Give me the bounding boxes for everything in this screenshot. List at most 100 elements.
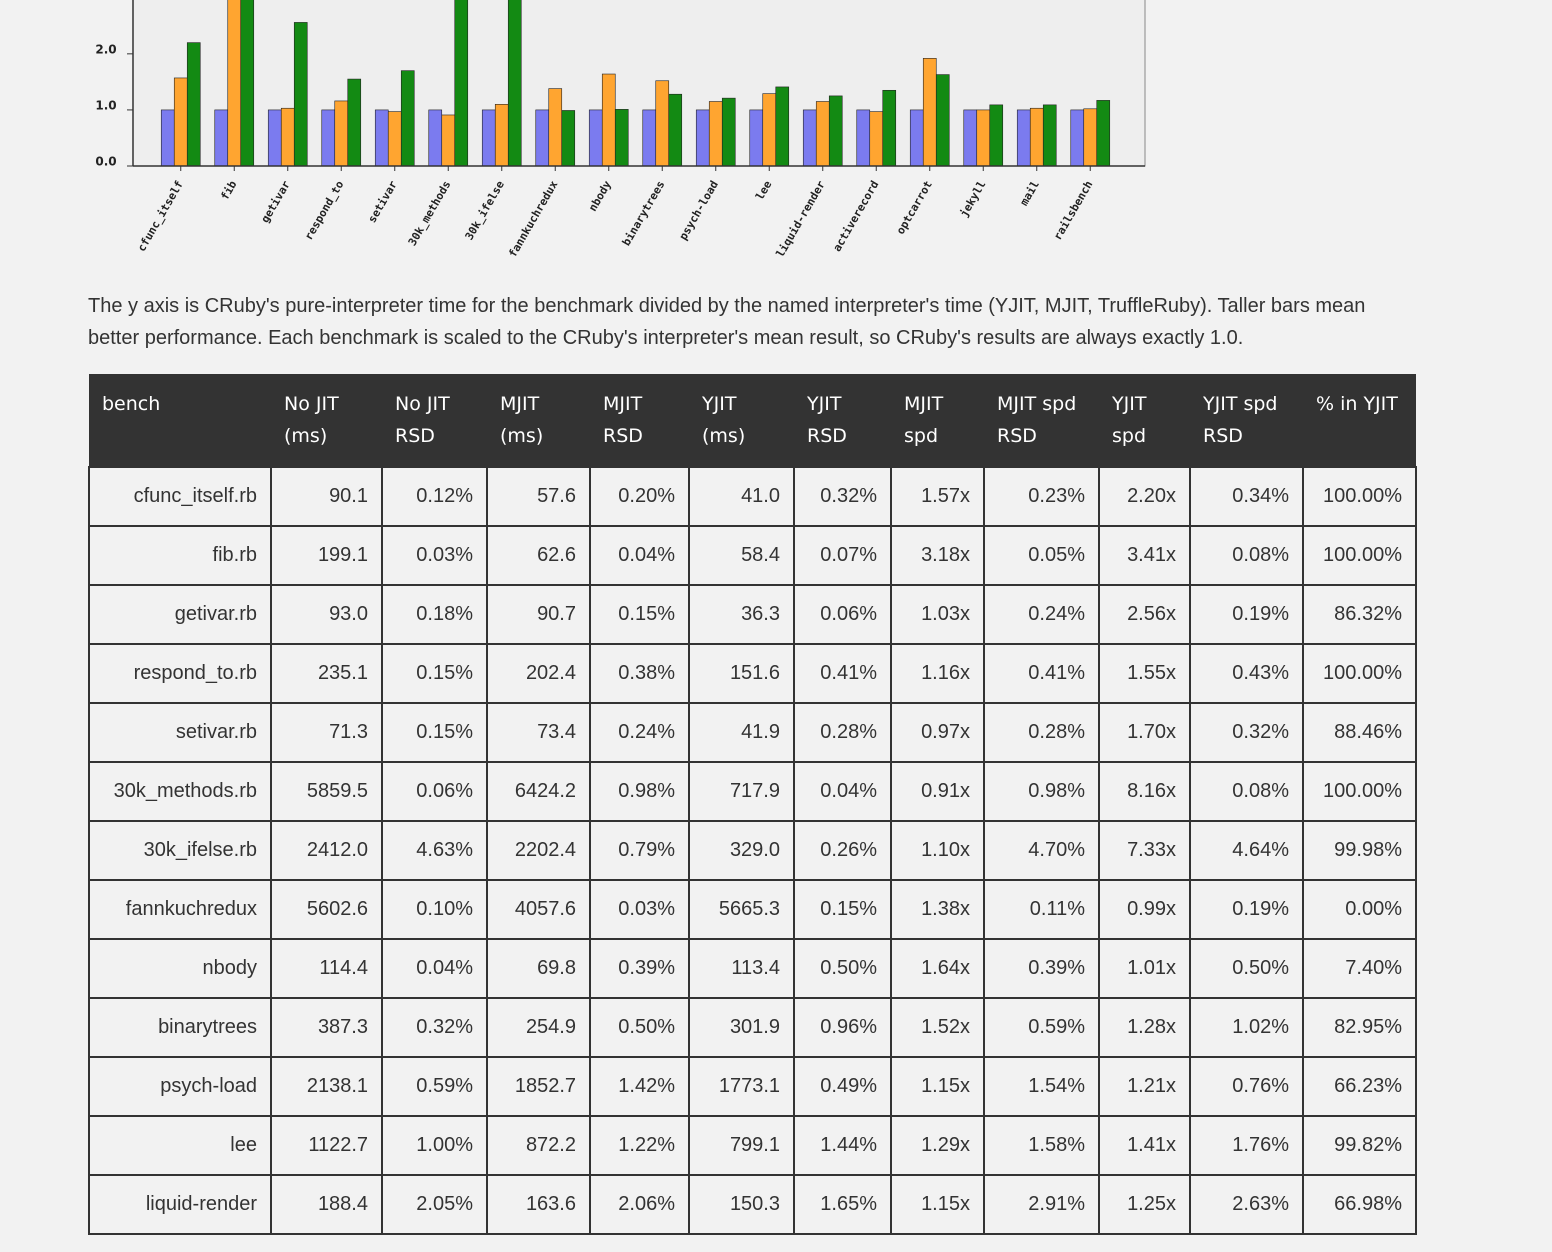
results-table: bench No JIT (ms) No JIT RSD MJIT (ms) MJIT … xyxy=(88,374,1417,1235)
table-row: nbody 114.4 0.04% 69.8 0.39% 113.4 0.50% 1.64x 0… xyxy=(88,938,1417,999)
table-cell: 0.43% xyxy=(1189,643,1304,704)
column-header: YJIT RSD xyxy=(794,374,891,467)
table-cell: 3.18x xyxy=(890,525,985,586)
bar xyxy=(655,80,670,166)
table-cell: 0.03% xyxy=(589,879,690,940)
table-cell: 1.38x xyxy=(890,879,985,940)
table-cell: 2.56x xyxy=(1098,584,1191,645)
table-cell: 1.28x xyxy=(1098,997,1191,1058)
bar xyxy=(828,95,843,166)
table-cell: 1.57x xyxy=(890,466,985,527)
table-cell: 0.97x xyxy=(890,702,985,763)
table-cell: 188.4 xyxy=(270,1174,383,1235)
table-row: binarytrees 387.3 0.32% 254.9 0.50% 301.9 0.96… xyxy=(88,997,1417,1058)
table-cell: respond_to.rb xyxy=(88,643,272,704)
table-cell: 58.4 xyxy=(688,525,795,586)
table-cell: 2.05% xyxy=(381,1174,488,1235)
bar xyxy=(507,0,522,166)
x-tick-label: activerecord xyxy=(830,179,881,254)
bar xyxy=(1042,104,1057,166)
table-cell: 202.4 xyxy=(486,643,591,704)
table-cell: 1.03x xyxy=(890,584,985,645)
bar xyxy=(976,109,991,166)
table-cell: 0.79% xyxy=(589,820,690,881)
table-cell: 0.12% xyxy=(381,466,488,527)
table-cell: 41.9 xyxy=(688,702,795,763)
x-tick-label: 30k_ifelse xyxy=(463,178,508,242)
table-cell: 5602.6 xyxy=(270,879,383,940)
table-cell: getivar.rb xyxy=(88,584,272,645)
bar xyxy=(1083,108,1098,166)
table-cell: 0.34% xyxy=(1189,466,1304,527)
table-cell: 2.91% xyxy=(983,1174,1100,1235)
table-cell: 71.3 xyxy=(270,702,383,763)
x-tick-label: optcarrot xyxy=(894,179,935,237)
table-cell: 2412.0 xyxy=(270,820,383,881)
table-row: cfunc_itself.rb 90.1 0.12% 57.6 0.20% 41.0 0.3… xyxy=(88,466,1417,527)
x-tick-label: cfunc_itself xyxy=(135,179,186,254)
bar xyxy=(856,109,871,166)
table-cell: 0.39% xyxy=(589,938,690,999)
x-tick-label: fannkuchredux xyxy=(506,178,560,259)
table-cell: 1.76% xyxy=(1189,1115,1304,1176)
table-cell: 1852.7 xyxy=(486,1056,591,1117)
bar xyxy=(160,109,175,166)
table-cell: 1122.7 xyxy=(270,1115,383,1176)
table-cell: 8.16x xyxy=(1098,761,1191,822)
bar xyxy=(428,109,443,166)
column-header: YJIT (ms) xyxy=(689,374,794,467)
bar xyxy=(240,0,255,166)
table-cell: 0.96% xyxy=(793,997,892,1058)
bar xyxy=(173,77,188,166)
table-cell: 1.52x xyxy=(890,997,985,1058)
table-cell: 329.0 xyxy=(688,820,795,881)
bar xyxy=(400,70,415,166)
bar xyxy=(869,111,884,166)
table-cell: 0.05% xyxy=(983,525,1100,586)
table-cell: 2.63% xyxy=(1189,1174,1304,1235)
bar xyxy=(642,109,657,166)
table-cell: 0.06% xyxy=(381,761,488,822)
table-cell: 1773.1 xyxy=(688,1056,795,1117)
table-cell: 0.28% xyxy=(983,702,1100,763)
table-row: 30k_ifelse.rb 2412.0 4.63% 2202.4 0.79% 329.0… xyxy=(88,820,1417,881)
x-tick-label: respond_to xyxy=(302,178,347,242)
table-cell: 4.70% xyxy=(983,820,1100,881)
table-cell: 0.39% xyxy=(983,938,1100,999)
table-cell: 2.20x xyxy=(1098,466,1191,527)
table-cell: 717.9 xyxy=(688,761,795,822)
bar xyxy=(548,88,563,166)
table-cell: 0.23% xyxy=(983,466,1100,527)
bar xyxy=(762,93,777,166)
x-tick-label: lee xyxy=(753,178,774,202)
x-tick-label: railsbench xyxy=(1051,179,1095,243)
table-cell: 4057.6 xyxy=(486,879,591,940)
table-row: liquid-render 188.4 2.05% 163.6 2.06% 150.3 1.… xyxy=(88,1174,1417,1235)
table-cell: 1.29x xyxy=(890,1115,985,1176)
bar xyxy=(280,107,295,166)
table-cell: 254.9 xyxy=(486,997,591,1058)
bar xyxy=(535,109,550,166)
bar xyxy=(588,109,603,166)
table-cell: 0.59% xyxy=(983,997,1100,1058)
table-cell: cfunc_itself.rb xyxy=(88,466,272,527)
table-row: fannkuchredux 5602.6 0.10% 4057.6 0.03% 5665.… xyxy=(88,879,1417,940)
table-cell: 0.03% xyxy=(381,525,488,586)
table-cell: 4.63% xyxy=(381,820,488,881)
table-row: 30k_methods.rb 5859.5 0.06% 6424.2 0.98% 717.… xyxy=(88,761,1417,822)
table-cell: nbody xyxy=(88,938,272,999)
table-cell: 7.40% xyxy=(1302,938,1417,999)
table-cell: 36.3 xyxy=(688,584,795,645)
header-row: bench No JIT (ms) No JIT RSD MJIT (ms) MJIT … xyxy=(89,374,1416,467)
table-cell: 1.16x xyxy=(890,643,985,704)
table-cell: 0.99x xyxy=(1098,879,1191,940)
bar xyxy=(441,114,456,166)
table-cell: 0.04% xyxy=(793,761,892,822)
table-cell: 1.22% xyxy=(589,1115,690,1176)
table-cell: 93.0 xyxy=(270,584,383,645)
chart: 0.0 1.0 2.0 cfunc_itself fib getivar respond_t… xyxy=(95,0,1146,260)
table-cell: 0.26% xyxy=(793,820,892,881)
y-tick-label: 1.0 xyxy=(95,98,116,112)
table-cell: 57.6 xyxy=(486,466,591,527)
table-cell: 1.42% xyxy=(589,1056,690,1117)
